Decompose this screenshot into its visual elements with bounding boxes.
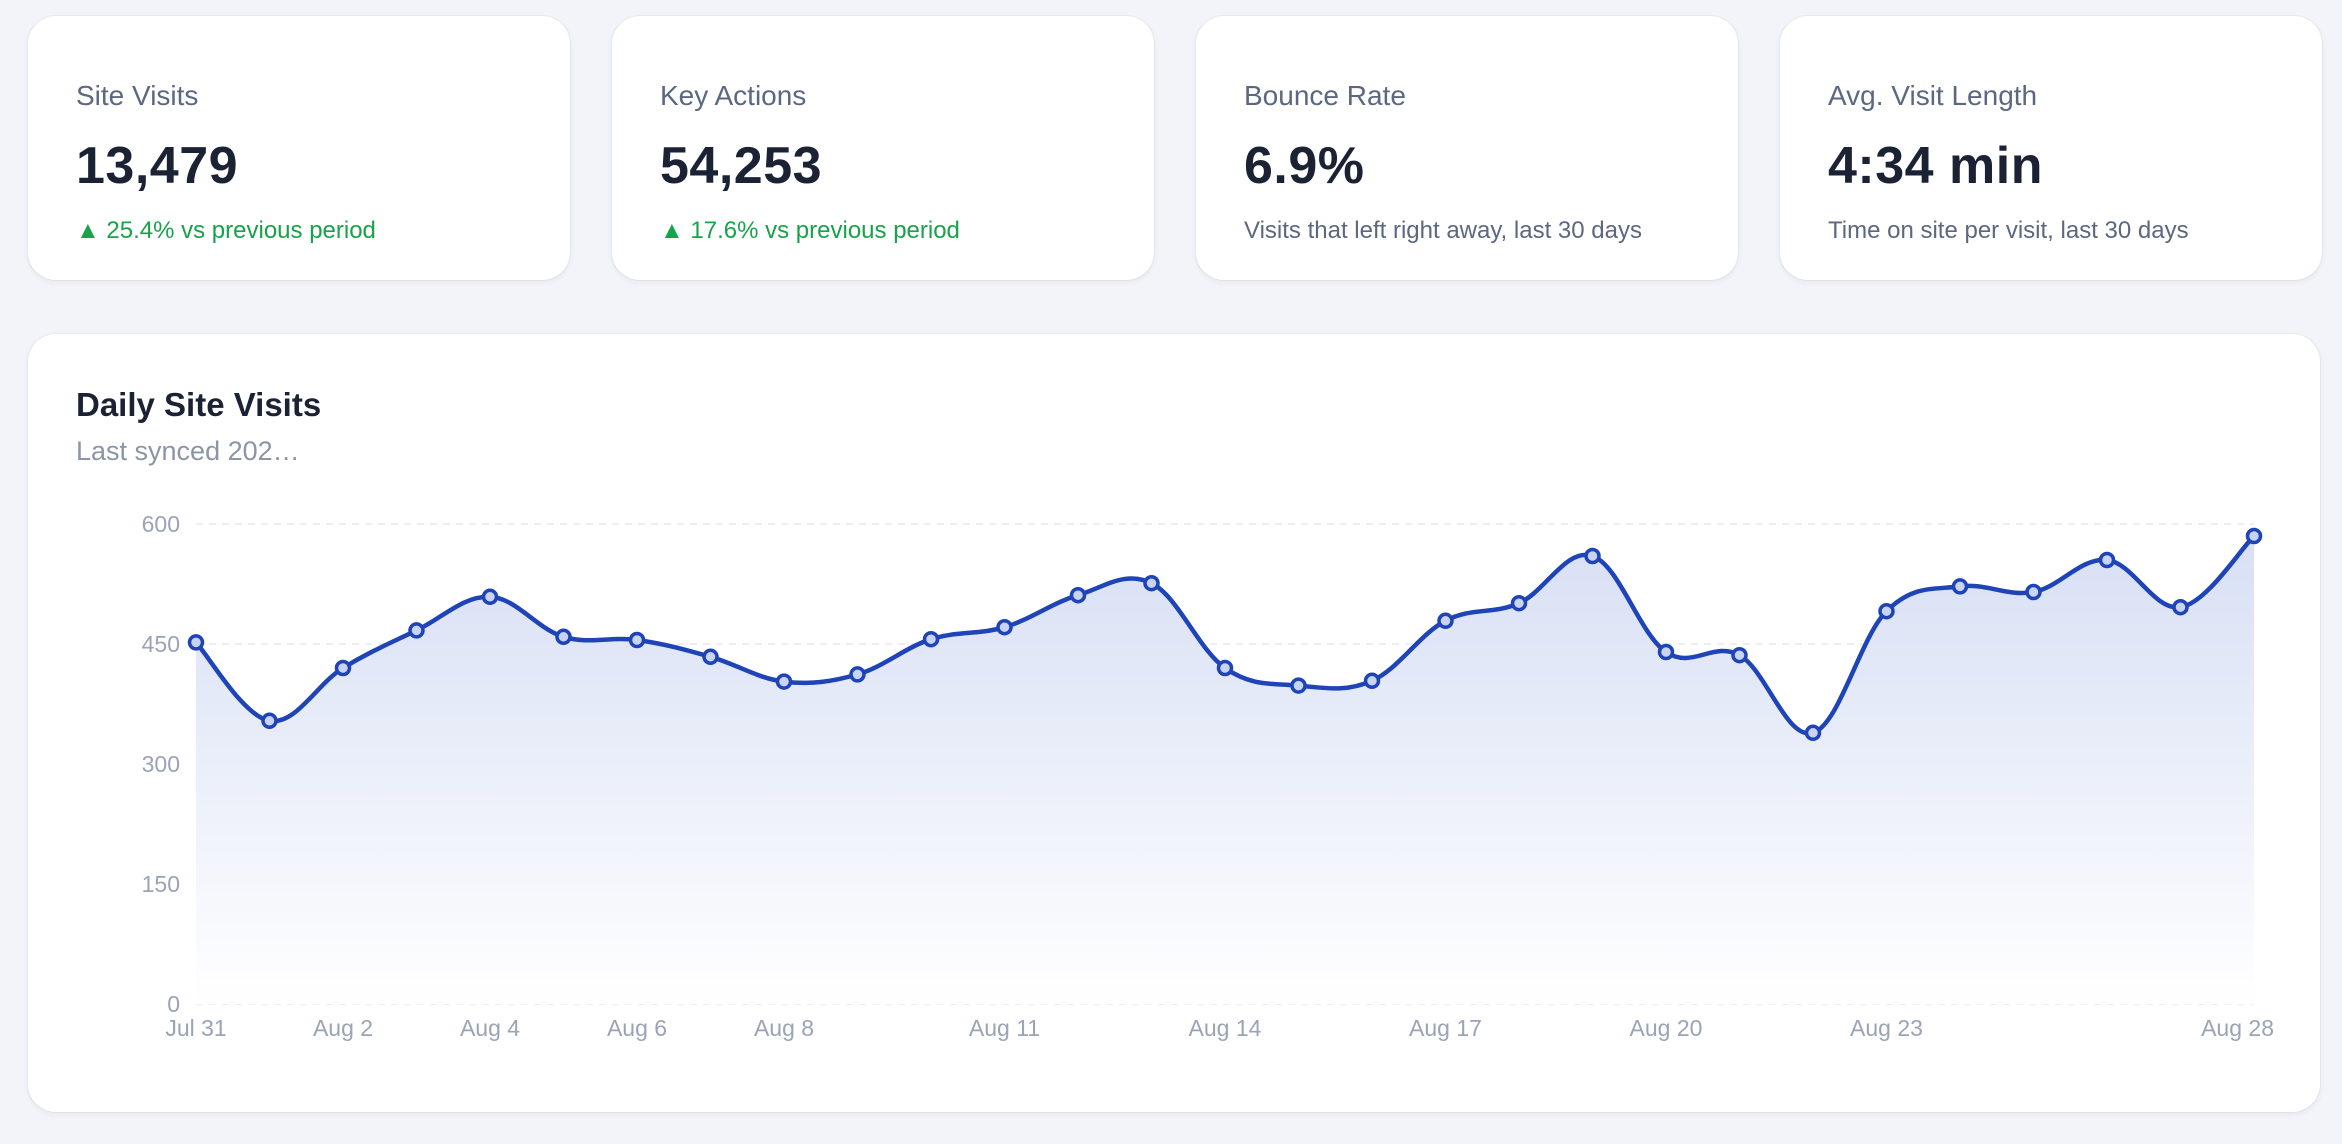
x-tick-label: Aug 6 (607, 1015, 667, 1041)
data-point[interactable] (996, 618, 1013, 636)
data-point[interactable] (922, 630, 940, 648)
data-point[interactable] (2172, 598, 2189, 616)
series-line (193, 533, 2257, 736)
y-tick-label: 300 (142, 751, 180, 777)
kpi-card-avg-visit-length: Avg. Visit Length 4:34 min Time on site … (1780, 16, 2322, 280)
data-point[interactable] (1510, 594, 1528, 612)
kpi-card-key-actions: Key Actions 54,253 ▲ 17.6% vs previous p… (612, 16, 1154, 280)
kpi-label: Bounce Rate (1244, 80, 1406, 111)
y-tick-label: 600 (142, 511, 180, 537)
data-point[interactable] (1216, 659, 1234, 677)
data-point[interactable] (1290, 677, 1307, 694)
kpi-label: Avg. Visit Length (1828, 80, 2038, 111)
y-tick-label: 150 (142, 871, 180, 897)
data-point[interactable] (1731, 646, 1748, 664)
y-tick-label: 450 (142, 631, 180, 657)
kpi-label: Key Actions (660, 80, 807, 111)
kpi-card-bounce-rate: Bounce Rate 6.9% Visits that left right … (1196, 16, 1738, 280)
daily-site-visits-chart-card: Daily Site Visits Last synced 202… 0 150 3… (28, 334, 2320, 1112)
data-point[interactable] (261, 712, 278, 730)
data-point[interactable] (555, 628, 572, 646)
data-point[interactable] (1363, 672, 1381, 690)
data-point[interactable] (408, 622, 425, 639)
kpi-value: 6.9% (1244, 137, 1365, 195)
x-tick-label: Aug 23 (1850, 1015, 1923, 1041)
data-point[interactable] (1657, 643, 1675, 661)
data-point[interactable] (1143, 574, 1160, 592)
x-tick-label: Aug 11 (969, 1015, 1040, 1041)
kpi-card-site-visits: Site Visits 13,479 ▲ 25.4% vs previous p… (28, 16, 570, 280)
kpi-label: Site Visits (76, 80, 199, 111)
x-tick-label: Aug 2 (313, 1015, 373, 1041)
x-tick-label: Aug 8 (754, 1015, 814, 1041)
data-point[interactable] (1878, 602, 1895, 620)
kpi-trend: ▲ 25.4% vs previous period (76, 217, 376, 244)
kpi-description: Visits that left right away, last 30 day… (1244, 217, 1642, 244)
data-point[interactable] (1804, 724, 1822, 742)
kpi-description: Time on site per visit, last 30 days (1828, 217, 2189, 244)
series-area (196, 536, 2254, 1004)
kpi-trend: ▲ 17.6% vs previous period (660, 217, 960, 244)
data-point[interactable] (1951, 578, 1969, 595)
data-point[interactable] (481, 588, 499, 606)
data-point[interactable] (1437, 612, 1454, 630)
x-tick-label: Aug 4 (460, 1015, 520, 1041)
data-point[interactable] (628, 631, 646, 649)
last-synced-text: Last synced 202… (76, 436, 300, 466)
data-point[interactable] (702, 648, 719, 666)
y-tick-label: 0 (167, 991, 180, 1017)
x-tick-label: Aug 14 (1189, 1015, 1262, 1041)
daily-visits-area-chart: 0 150 300 450 600 Jul 31 Aug 2 Aug 4 Aug 6 Aug 8… (142, 511, 2274, 1041)
chart-series (187, 527, 2263, 1004)
chart-title: Daily Site Visits (76, 386, 322, 423)
data-point[interactable] (849, 666, 866, 683)
data-point[interactable] (775, 673, 793, 690)
x-axis-ticks: Jul 31 Aug 2 Aug 4 Aug 6 Aug 8 Aug 11 Aug 14 Au… (165, 1015, 2274, 1041)
kpi-value: 54,253 (660, 137, 823, 195)
x-tick-label: Aug 20 (1630, 1015, 1703, 1041)
x-tick-label: Aug 17 (1409, 1015, 1482, 1041)
data-point[interactable] (187, 634, 205, 651)
data-point[interactable] (2098, 551, 2116, 569)
x-tick-label: Jul 31 (165, 1015, 226, 1041)
data-point[interactable] (2245, 527, 2263, 545)
data-point[interactable] (2025, 583, 2042, 601)
data-point[interactable] (334, 659, 352, 677)
data-point[interactable] (1069, 586, 1087, 604)
kpi-value: 13,479 (76, 137, 239, 195)
x-tick-label: Aug 28 (2201, 1015, 2274, 1041)
data-point[interactable] (1584, 547, 1601, 565)
y-axis-ticks: 0 150 300 450 600 (142, 511, 180, 1017)
kpi-value: 4:34 min (1828, 137, 2043, 195)
